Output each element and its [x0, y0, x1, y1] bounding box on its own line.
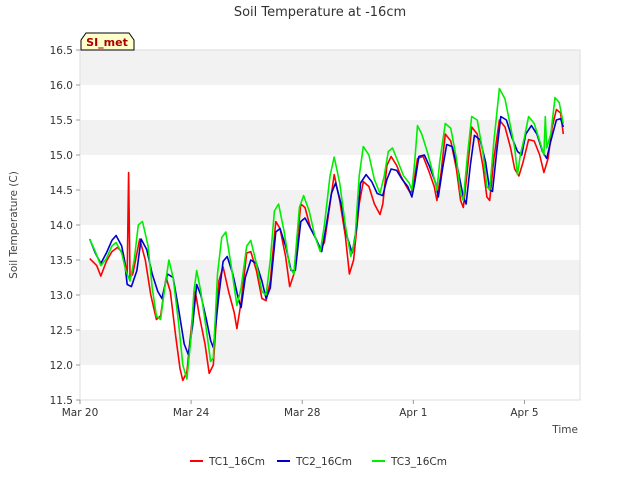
- legend: TC1_16Cm TC2_16Cm TC3_16Cm: [190, 456, 447, 468]
- station-badge-box: [80, 32, 135, 51]
- x-tick-label: Apr 1: [399, 407, 427, 419]
- y-tick-label: 14.0: [50, 220, 73, 232]
- y-tick-label: 12.5: [50, 325, 73, 337]
- grid-bands: [80, 50, 580, 365]
- series-line-tc3-16cm: [88, 87, 565, 380]
- x-tick-label: Mar 28: [284, 407, 321, 419]
- grid-band: [80, 120, 580, 155]
- x-axis-ticks: Mar 20 Mar 24 Mar 28 Apr 1 Apr 5: [62, 400, 539, 419]
- y-tick-label: 16.5: [50, 45, 73, 57]
- y-axis-label: Soil Temperature (C): [8, 171, 20, 279]
- y-tick-label: 15.0: [50, 150, 73, 162]
- station-badge-label: SI_met: [86, 36, 128, 49]
- y-tick-label: 13.0: [50, 290, 73, 302]
- station-badge: SI_met: [80, 32, 135, 51]
- series-lines: [88, 87, 565, 382]
- chart-title: Soil Temperature at -16cm: [234, 5, 406, 20]
- y-tick-label: 12.0: [50, 360, 73, 372]
- grid-band: [80, 260, 580, 295]
- y-axis-ticks: 11.5 12.0 12.5 13.0 13.5 14.0 14.5 15.0 15.5 16.0…: [50, 45, 80, 407]
- y-tick-label: 16.0: [50, 80, 73, 92]
- legend-label: TC2_16Cm: [295, 456, 352, 468]
- x-tick-label: Mar 20: [62, 407, 99, 419]
- grid-band: [80, 50, 580, 85]
- x-axis-label: Time: [551, 424, 578, 436]
- grid-band: [80, 330, 580, 365]
- y-tick-label: 13.5: [50, 255, 73, 267]
- y-tick-label: 14.5: [50, 185, 73, 197]
- x-tick-label: Apr 5: [510, 407, 538, 419]
- series-line-tc2-16cm: [88, 115, 565, 356]
- y-tick-label: 11.5: [50, 395, 73, 407]
- x-tick-label: Mar 24: [173, 407, 210, 419]
- y-tick-label: 15.5: [50, 115, 73, 127]
- legend-label: TC1_16Cm: [208, 456, 265, 468]
- legend-label: TC3_16Cm: [390, 456, 447, 468]
